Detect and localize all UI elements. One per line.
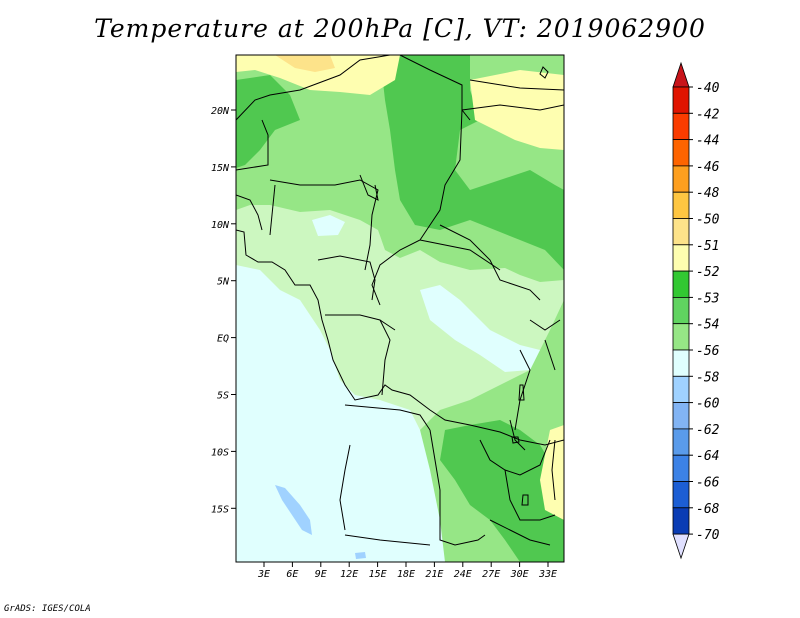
colorbar-swatch — [672, 218, 690, 246]
colorbar-swatch — [672, 139, 690, 167]
temperature-region-52-west — [236, 75, 300, 168]
colorbar-label: -48 — [696, 186, 720, 201]
grads-credit: GrADS: IGES/COLA — [4, 604, 91, 614]
colorbar-label: -58 — [696, 370, 720, 385]
colorbar-label: -56 — [696, 344, 720, 359]
lon-label: 30E — [510, 569, 529, 580]
colorbar-swatch — [672, 323, 690, 351]
temperature-region-cold-east — [420, 285, 540, 372]
colorbar-label: -54 — [696, 318, 719, 333]
colorbar: -40 -42 -44 -46 -48 -50 -51 -52 -53 -54 -56 -58 -60 -… — [672, 61, 720, 560]
lon-label: 12E — [340, 569, 358, 580]
temperature-region-51 — [470, 70, 564, 150]
latitude-axis: 20N 15N 10N 5N EQ 5S 10S 15S — [211, 106, 236, 515]
lat-label: 15N — [211, 163, 230, 174]
lon-label: 6E — [286, 569, 298, 580]
lon-label: 24E — [454, 569, 472, 580]
lon-label: 3E — [257, 569, 270, 580]
colorbar-label: -53 — [696, 291, 719, 306]
lon-label: 15E — [369, 569, 387, 580]
lon-label: 33E — [538, 569, 557, 580]
temperature-region-cold — [236, 265, 445, 562]
colorbar-label: -46 — [696, 160, 720, 175]
colorbar-swatch — [672, 112, 690, 141]
lat-label: 10N — [211, 220, 230, 231]
colorbar-label: -70 — [696, 528, 720, 543]
colorbar-label: -66 — [696, 476, 720, 491]
colorbar-swatch — [672, 428, 690, 456]
longitude-axis: 3E 6E 9E 12E 15E 18E 21E 24E 27E 30E 33E — [257, 562, 557, 580]
lakes — [511, 66, 549, 506]
map-frame — [235, 54, 565, 563]
lon-label: 18E — [397, 569, 415, 580]
temperature-region-52 — [380, 55, 564, 270]
colorbar-swatch — [672, 349, 690, 377]
lat-label: 20N — [211, 106, 230, 117]
colorbar-swatch — [672, 296, 690, 325]
colorbar-label: -52 — [696, 265, 720, 280]
map-field — [236, 55, 564, 562]
colorbar-label: -44 — [696, 134, 719, 149]
temperature-region-very-cold — [275, 485, 312, 535]
colorbar-swatch — [672, 481, 690, 509]
temperature-region-52-south — [440, 420, 564, 562]
temperature-region-very-cold-2 — [355, 552, 366, 559]
temperature-region-50 — [275, 55, 335, 72]
lat-label: 5S — [217, 391, 229, 402]
lat-label: 15S — [211, 504, 229, 515]
colorbar-top-arrow — [672, 61, 690, 88]
lon-label: 9E — [315, 569, 327, 580]
lon-label: 27E — [482, 569, 500, 580]
colorbar-swatch — [672, 244, 690, 272]
colorbar-label: -51 — [696, 239, 719, 254]
colorbar-swatch — [672, 165, 690, 193]
colorbar-swatch — [672, 454, 690, 482]
colorbar-swatch — [672, 191, 690, 219]
lat-label: EQ — [217, 334, 229, 345]
lon-label: 21E — [425, 569, 443, 580]
political-borders — [236, 55, 564, 546]
colorbar-label: -42 — [696, 107, 720, 122]
colorbar-swatch — [672, 375, 690, 403]
colorbar-swatch — [672, 507, 690, 535]
colorbar-label: -62 — [696, 423, 720, 438]
lat-label: 5N — [217, 277, 230, 288]
colorbar-label: -68 — [696, 502, 720, 517]
colorbar-swatch — [672, 402, 690, 430]
colorbar-bottom-arrow — [672, 533, 690, 560]
colorbar-label: -60 — [696, 397, 720, 412]
temperature-region-51-west — [236, 55, 400, 95]
colorbar-label: -50 — [696, 213, 720, 228]
colorbar-label: -64 — [696, 449, 719, 464]
colorbar-swatch — [672, 270, 690, 298]
colorbar-label: -40 — [696, 81, 720, 96]
map-title: Temperature at 200hPa [C], VT: 201906290… — [94, 14, 706, 43]
colorbar-swatch — [672, 86, 690, 114]
temperature-region-cold-center — [312, 215, 345, 236]
lat-label: 10S — [211, 447, 229, 458]
